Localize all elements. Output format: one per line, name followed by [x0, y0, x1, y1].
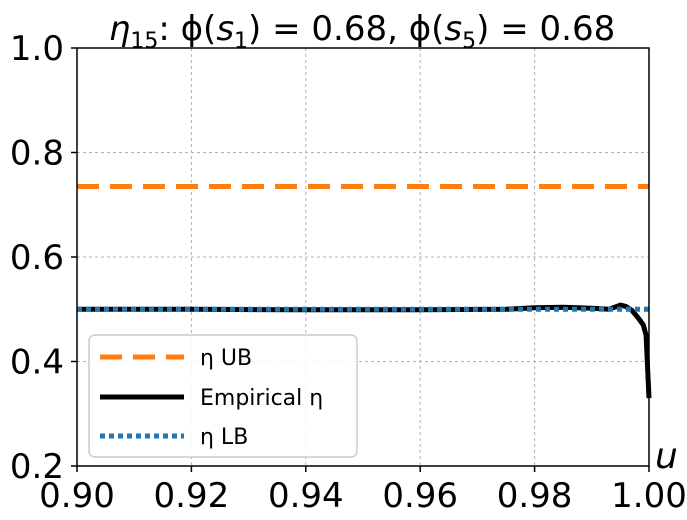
- y-tick-label: 0.6: [10, 238, 64, 278]
- legend: η UB Empirical η η LB: [88, 334, 358, 458]
- tick-labels: 0.90 0.92 0.94 0.96 0.98 1.00 0.2 0.4 0.6 0.8 1.0: [10, 29, 687, 516]
- x-tick-label: 0.98: [497, 476, 573, 516]
- legend-label-lb: η LB: [200, 425, 248, 450]
- x-tick-label: 0.90: [39, 476, 115, 516]
- y-tick-label: 0.8: [10, 134, 64, 174]
- legend-box: [88, 334, 358, 458]
- y-tick-label: 0.4: [10, 343, 64, 383]
- y-tick-label: 0.2: [10, 447, 64, 487]
- legend-label-ub: η UB: [200, 346, 252, 371]
- legend-label-empirical: Empirical η: [200, 386, 323, 411]
- chart-title: η15: ϕ(s1) = 0.68, ϕ(s5) = 0.68: [109, 9, 615, 54]
- y-tick-label: 1.0: [10, 29, 64, 69]
- x-tick-label: 0.92: [154, 476, 230, 516]
- plot-series: [77, 184, 652, 399]
- x-axis-label: u: [655, 436, 678, 477]
- x-tick-label: 0.96: [382, 476, 458, 516]
- x-tick-label: 0.94: [268, 476, 344, 516]
- x-tick-label: 1.00: [611, 476, 687, 516]
